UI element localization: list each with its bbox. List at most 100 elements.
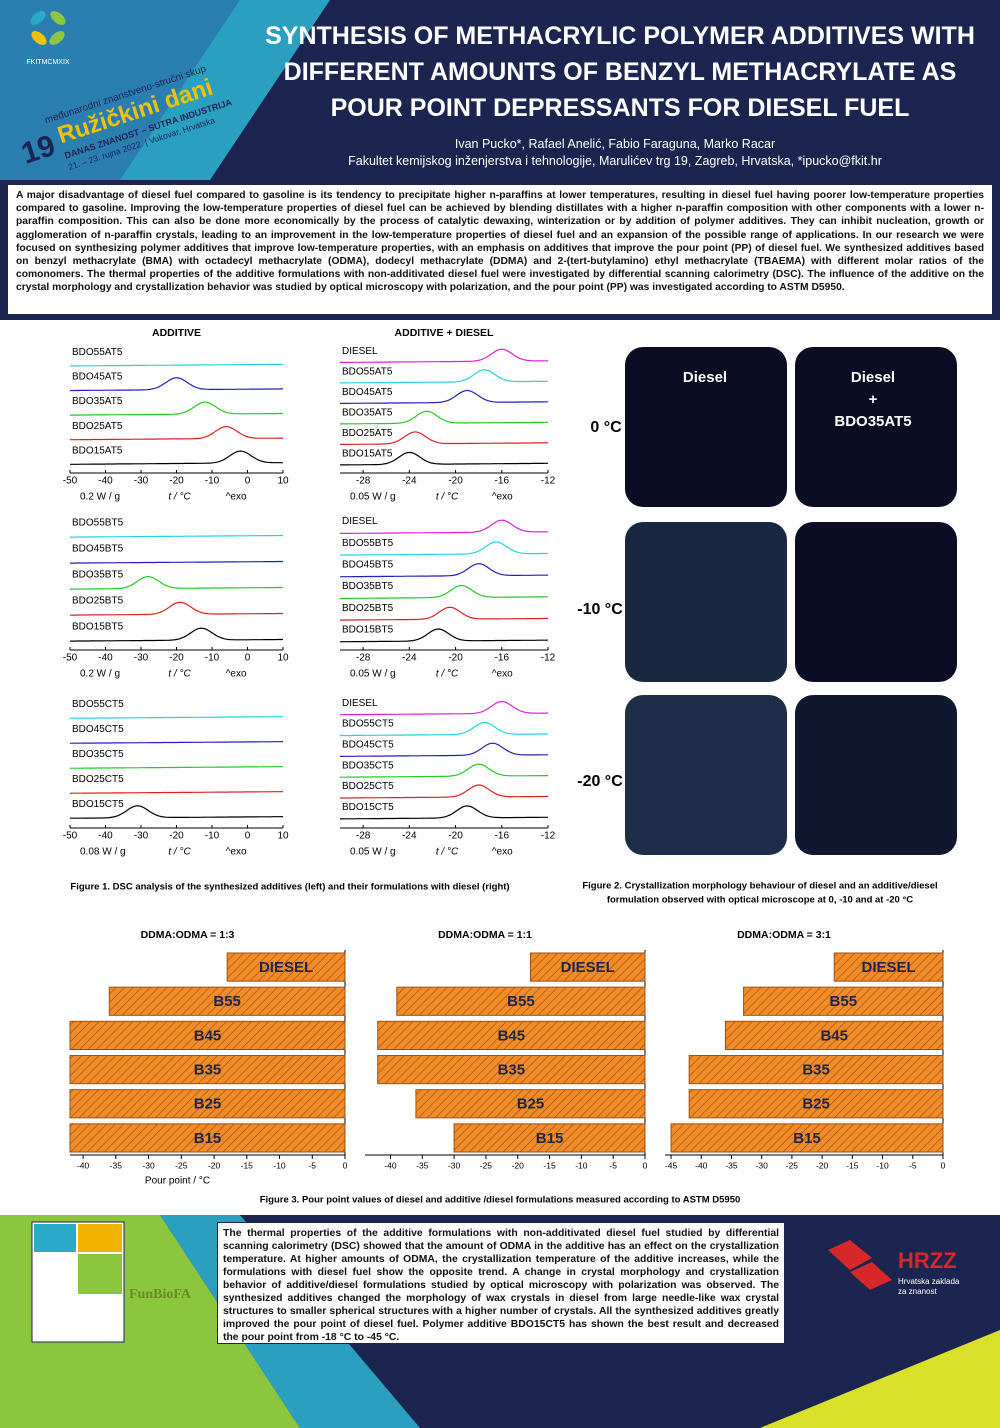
bar-hatch <box>377 1021 645 1050</box>
trace-label: DIESEL <box>342 346 378 357</box>
x-tick-label: 10 <box>277 476 289 487</box>
dsc-trace <box>70 805 284 819</box>
x-tick-label: -16 <box>495 653 510 664</box>
hrzz-name: za znanost <box>898 1287 937 1296</box>
micrograph <box>625 347 787 507</box>
x-tick-label: -16 <box>495 831 510 842</box>
x-axis-label: t / °C <box>436 847 459 858</box>
x-tick-label: -15 <box>241 1160 254 1170</box>
x-tick-label: -20 <box>169 476 184 487</box>
funbiofa-logo: FunBioFA <box>31 1221 192 1343</box>
trace-label: BDO55CT5 <box>342 719 394 730</box>
flat-trace <box>69 766 284 769</box>
dsc-trace <box>340 369 548 384</box>
x-tick-label: -10 <box>205 831 220 842</box>
x-axis-label: t / °C <box>168 492 191 503</box>
bar-label: B35 <box>802 1062 830 1079</box>
bar-hatch <box>834 953 943 982</box>
x-tick-label: 0 <box>245 653 251 664</box>
x-tick-label: -24 <box>402 476 417 487</box>
bar-hatch <box>70 1021 345 1050</box>
bar-hatch <box>227 953 345 982</box>
bar-label: B45 <box>820 1027 848 1044</box>
x-tick-label: -35 <box>110 1160 123 1170</box>
trace-label: BDO45BT5 <box>342 559 394 570</box>
micrograph <box>795 347 957 507</box>
x-axis-label: t / °C <box>436 492 459 503</box>
x-tick-label: -35 <box>416 1160 429 1170</box>
trace-label: BDO45AT5 <box>72 372 123 383</box>
x-tick-label: -40 <box>98 653 113 664</box>
dsc-trace <box>340 410 548 425</box>
dsc-trace <box>340 451 548 466</box>
x-tick-label: -30 <box>134 653 149 664</box>
dsc-trace <box>70 377 283 392</box>
bar-label: B25 <box>802 1096 830 1113</box>
x-tick-label: -25 <box>175 1160 188 1170</box>
x-tick-label: 0 <box>643 1160 648 1170</box>
x-tick-label: -28 <box>356 653 371 664</box>
trace-label: BDO15AT5 <box>72 445 123 456</box>
bar-label: B15 <box>194 1130 222 1147</box>
trace-label: BDO25BT5 <box>72 595 124 606</box>
x-axis-label: t / °C <box>168 847 191 858</box>
bar-label: B55 <box>830 993 858 1010</box>
trace-label: BDO15AT5 <box>342 448 393 459</box>
scale-label: 0.05 W / g <box>350 847 396 858</box>
x-tick-label: -20 <box>448 653 463 664</box>
dsc-trace <box>340 541 548 556</box>
trace-label: DIESEL <box>342 698 378 709</box>
conclusion: The thermal properties of the additive f… <box>217 1222 785 1344</box>
x-tick-label: -25 <box>480 1160 493 1170</box>
authors: Ivan Pucko*, Rafael Anelić, Fabio Faragu… <box>454 137 776 151</box>
dsc-trace <box>340 721 549 737</box>
dsc-trace <box>70 601 283 616</box>
x-tick-label: -5 <box>609 1160 617 1170</box>
dsc-trace <box>340 431 548 445</box>
trace-label: BDO25CT5 <box>72 774 124 785</box>
micrograph <box>795 695 957 855</box>
scale-label: 0.08 W / g <box>80 847 126 858</box>
exo-label: ^exo <box>226 847 247 858</box>
x-tick-label: -30 <box>142 1160 155 1170</box>
column-label: BDO35AT5 <box>834 413 911 430</box>
flat-trace <box>70 560 283 564</box>
x-tick-label: -5 <box>308 1160 316 1170</box>
flat-trace <box>70 534 283 538</box>
x-tick-label: -30 <box>756 1160 769 1170</box>
bar-label: B35 <box>194 1062 222 1079</box>
trace-label: BDO45BT5 <box>72 543 124 554</box>
bar-hatch <box>689 1089 943 1118</box>
dsc-trace <box>340 784 549 799</box>
x-tick-label: -40 <box>98 831 113 842</box>
trace-label: BDO45CT5 <box>342 740 394 751</box>
trace-label: BDO45CT5 <box>72 724 124 735</box>
trace-label: BDO55AT5 <box>342 366 393 377</box>
trace-label: BDO15BT5 <box>72 621 124 632</box>
bar-hatch <box>396 987 645 1016</box>
x-tick-label: -40 <box>98 476 113 487</box>
micrograph <box>795 522 957 682</box>
affiliation: Fakultet kemijskog inženjerstva i tehnol… <box>348 154 882 168</box>
exo-label: ^exo <box>226 492 247 503</box>
x-tick-label: -20 <box>169 831 184 842</box>
x-tick-label: -20 <box>448 831 463 842</box>
bar-label: B45 <box>498 1027 526 1044</box>
dsc-trace <box>70 627 283 642</box>
bar-hatch <box>377 1055 645 1084</box>
bar-label: B25 <box>517 1096 545 1113</box>
x-tick-label: 0 <box>343 1160 348 1170</box>
x-tick-label: -12 <box>541 831 556 842</box>
poster-title: SYNTHESIS OF METHACRYLIC POLYMER ADDITIV… <box>265 22 975 122</box>
figure-caption: formulation observed with optical micros… <box>607 895 913 906</box>
hrzz-logo: HRZZ Hrvatska zaklada za znanost <box>828 1240 960 1296</box>
dsc-trace <box>340 519 548 534</box>
figure-caption: Figure 1. DSC analysis of the synthesize… <box>70 882 509 893</box>
abstract: A major disadvantage of diesel fuel comp… <box>6 183 994 316</box>
hrzz-abbr: HRZZ <box>898 1248 957 1273</box>
exo-label: ^exo <box>492 669 513 680</box>
figure-caption: Figure 3. Pour point values of diesel an… <box>260 1195 741 1206</box>
column-label: Diesel <box>851 369 895 386</box>
